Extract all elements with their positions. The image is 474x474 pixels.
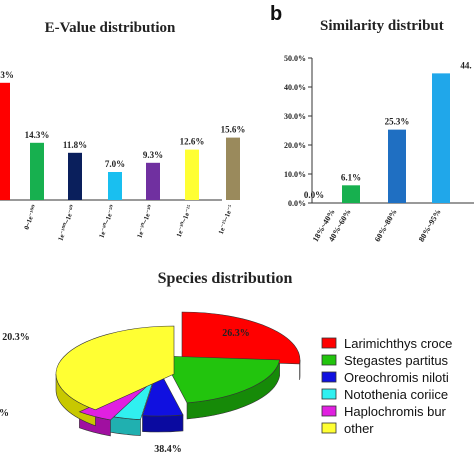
- evalue-bar: [0, 82, 10, 200]
- similarity-panel: b Similarity distribut 0.0% 10.0% 20.0% 30.…: [270, 3, 474, 243]
- evalue-bar: [108, 172, 122, 200]
- evalue-bar-label: 15.6%: [221, 125, 246, 135]
- pie-slice: [161, 355, 280, 404]
- legend-swatch: [321, 422, 337, 434]
- pie-slice-label: 38.4%: [154, 444, 182, 455]
- evalue-tick-label: 1e⁻⁵⁰~1e⁻³⁰: [136, 204, 155, 239]
- similarity-bar-label: 44.: [460, 60, 471, 70]
- legend-label: other: [344, 421, 374, 436]
- legend-swatch: [321, 354, 337, 366]
- pie-slice-label: %: [0, 408, 9, 419]
- evalue-bar: [146, 162, 160, 200]
- similarity-y-tick-label: 50.0%: [284, 54, 306, 63]
- evalue-bar-label: 9.3%: [143, 150, 163, 160]
- evalue-tick-label: 0~1e⁻¹⁰⁰: [23, 204, 39, 231]
- similarity-tick-label: 60%~80%: [373, 208, 399, 244]
- evalue-tick-label: 1e⁻⁶⁰~1e⁻⁵⁰: [98, 204, 117, 239]
- evalue-tick-label: 1e⁻¹⁰⁰~1e⁻⁶⁰: [56, 204, 76, 242]
- evalue-bar: [185, 149, 199, 200]
- legend-label: Larimichthys croce: [344, 336, 452, 351]
- similarity-y-tick-label: 40.0%: [284, 83, 306, 92]
- evalue-bar-label: 7.0%: [105, 159, 125, 169]
- evalue-panel: E-Value distribution .3% 14.3% 0~1e⁻¹⁰⁰ 11.…: [0, 20, 245, 242]
- pie-slice-label: 26.3%: [222, 328, 250, 339]
- similarity-bar: [342, 185, 360, 203]
- evalue-bar: [30, 142, 44, 200]
- evalue-bar-label: 11.8%: [63, 140, 87, 150]
- similarity-bar-label: 6.1%: [341, 172, 361, 182]
- evalue-tick-label: 1e⁻³⁰~1e⁻¹⁵: [175, 204, 194, 238]
- evalue-bar-label: .3%: [0, 70, 14, 80]
- pie-slice-side: [142, 414, 184, 433]
- evalue-bar: [226, 137, 240, 200]
- similarity-y-tick-label: 10.0%: [284, 170, 306, 179]
- evalue-bar-label: 14.3%: [25, 130, 50, 140]
- legend-swatch: [321, 371, 337, 383]
- evalue-bar: [68, 152, 82, 200]
- similarity-bar: [388, 129, 406, 203]
- legend-swatch: [321, 405, 337, 417]
- similarity-y-tick-label: 20.0%: [284, 141, 306, 150]
- evalue-bar-label: 12.6%: [180, 137, 205, 147]
- pie-slice-label: 20.3%: [2, 332, 30, 343]
- similarity-bar-label: 25.3%: [385, 117, 410, 127]
- legend-label: Haplochromis bur: [344, 404, 447, 419]
- pie-slice: [55, 325, 175, 411]
- panel-b-letter: b: [270, 3, 282, 25]
- similarity-bar-label: 0.0%: [304, 190, 324, 200]
- legend-label: Notothenia coriice: [344, 387, 448, 402]
- species-title: Species distribution: [158, 270, 293, 287]
- pie-slice: [142, 367, 184, 417]
- evalue-tick-label: 1e⁻¹⁵~1e⁻⁵: [217, 204, 235, 235]
- legend-swatch: [321, 337, 337, 349]
- legend-label: Oreochromis niloti: [344, 370, 449, 385]
- similarity-bar: [432, 73, 450, 204]
- legend-label: Stegastes partitus: [344, 353, 449, 368]
- similarity-tick-label: 80%~95%: [417, 208, 443, 244]
- similarity-y-tick-label: 0.0%: [288, 199, 306, 208]
- pie-slice: [181, 311, 301, 365]
- similarity-title: Similarity distribut: [320, 18, 444, 34]
- legend-swatch: [321, 388, 337, 400]
- species-panel: Species distribution 26.3% 20.3%% 38.4% La…: [0, 270, 452, 455]
- similarity-y-tick-label: 30.0%: [284, 112, 306, 121]
- evalue-title: E-Value distribution: [45, 20, 176, 36]
